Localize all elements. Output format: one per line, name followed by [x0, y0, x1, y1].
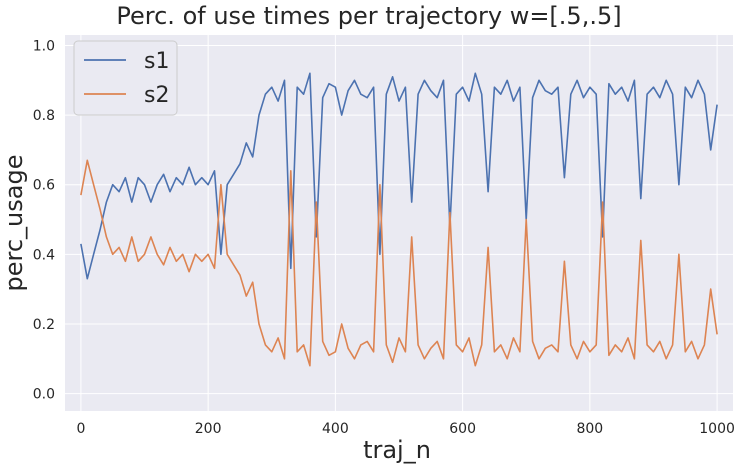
y-tick-label: 0.6	[33, 178, 55, 194]
y-tick-labels: 0.0 0.2 0.4 0.6 0.8 1.0	[33, 38, 55, 402]
x-tick-label: 400	[322, 421, 349, 437]
legend-label-s1: s1	[144, 49, 169, 74]
grid	[65, 35, 733, 411]
legend: s1 s2	[73, 40, 178, 116]
y-tick-label: 0.0	[33, 387, 55, 403]
series-lines	[80, 72, 718, 367]
x-tick-label: 800	[576, 421, 603, 437]
x-tick-label: 0	[76, 421, 85, 437]
y-axis-label: perc_usage	[0, 155, 28, 292]
legend-label-s2: s2	[144, 83, 169, 108]
series-line-s2	[80, 159, 718, 367]
y-tick-label: 0.2	[33, 317, 55, 333]
x-tick-label: 1000	[699, 421, 735, 437]
y-tick-label: 1.0	[33, 38, 55, 54]
x-tick-label: 600	[449, 421, 476, 437]
y-tick-label: 0.8	[33, 108, 55, 124]
chart-title: Perc. of use times per trajectory w=[.5,…	[116, 2, 621, 30]
x-axis-label: traj_n	[363, 436, 431, 464]
series-line-s1	[80, 72, 718, 280]
x-tick-labels: 0 200 400 600 800 1000	[76, 421, 734, 437]
x-tick-label: 200	[195, 421, 222, 437]
y-tick-label: 0.4	[33, 247, 55, 263]
